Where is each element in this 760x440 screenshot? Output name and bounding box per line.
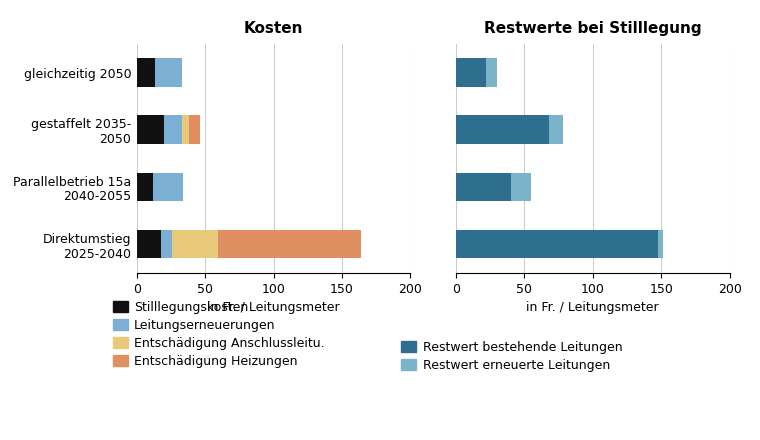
Bar [137,58,154,87]
Title: Restwerte bei Stilllegung: Restwerte bei Stilllegung [484,21,701,36]
Bar [456,172,511,201]
Bar [486,58,497,87]
Bar [456,115,549,144]
Title: Kosten: Kosten [244,21,303,36]
Bar [137,172,154,201]
Bar [137,230,161,258]
Bar [182,115,188,144]
X-axis label: in Fr. / Leitungsmeter: in Fr. / Leitungsmeter [207,301,340,314]
Bar [217,230,361,258]
Bar [456,230,658,258]
Bar [658,230,663,258]
Bar [154,172,183,201]
Legend: Restwert bestehende Leitungen, Restwert erneuerte Leitungen: Restwert bestehende Leitungen, Restwert … [401,341,622,372]
Bar [511,172,531,201]
Bar [549,115,562,144]
Bar [456,58,486,87]
Bar [161,230,173,258]
Bar [154,58,182,87]
Legend: Stilllegungskosten, Leitungserneuerungen, Entschädigung Anschlussleitu., Entschä: Stilllegungskosten, Leitungserneuerungen… [112,301,325,368]
Bar [173,230,217,258]
Bar [164,115,182,144]
X-axis label: in Fr. / Leitungsmeter: in Fr. / Leitungsmeter [527,301,659,314]
Bar [137,115,164,144]
Bar [188,115,200,144]
